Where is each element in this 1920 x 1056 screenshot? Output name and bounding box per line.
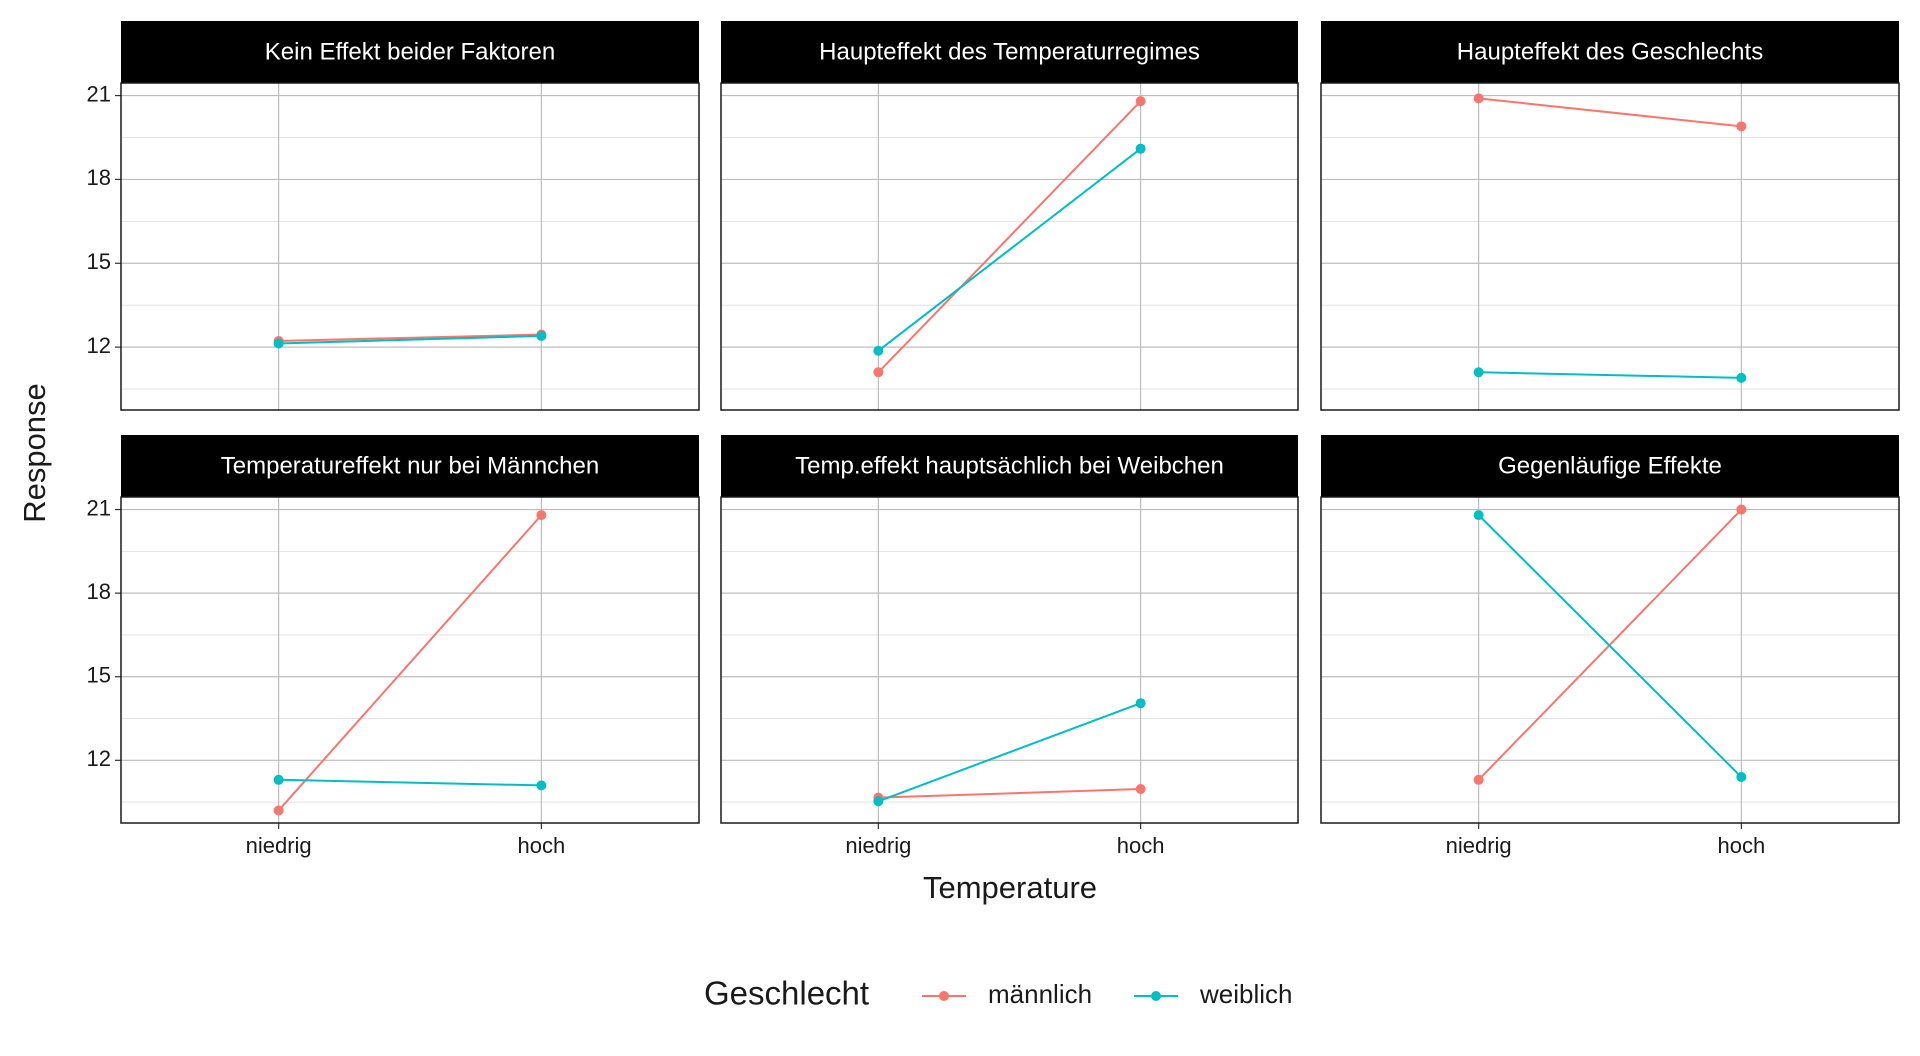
data-point bbox=[1135, 784, 1146, 795]
strip bbox=[1321, 435, 1899, 497]
series-line bbox=[1478, 97, 1742, 128]
x-tick-label: hoch bbox=[518, 833, 566, 858]
data-point bbox=[273, 805, 284, 816]
data-point bbox=[536, 780, 547, 791]
panel-border bbox=[120, 82, 700, 411]
series-line bbox=[878, 702, 1141, 803]
x-tick-label: hoch bbox=[1718, 833, 1766, 858]
legend-title: Geschlecht bbox=[704, 975, 869, 1012]
strip bbox=[721, 21, 1298, 83]
y-tick-label: 15 bbox=[87, 663, 111, 688]
y-tick-label: 18 bbox=[87, 579, 111, 604]
panel-border bbox=[1320, 82, 1900, 411]
data-point bbox=[1473, 93, 1484, 104]
x-tick-label: niedrig bbox=[1446, 833, 1512, 858]
strip bbox=[121, 21, 699, 83]
data-point bbox=[1135, 698, 1146, 709]
series-line bbox=[1478, 371, 1742, 379]
data-point bbox=[1736, 372, 1747, 383]
panel-title: Haupteffekt des Geschlechts bbox=[1457, 38, 1763, 65]
y-axis-title: Response bbox=[17, 383, 52, 523]
legend-label: männlich bbox=[988, 979, 1092, 1009]
series-line bbox=[1477, 514, 1743, 778]
data-point bbox=[536, 330, 547, 341]
x-tick-label: hoch bbox=[1117, 833, 1165, 858]
legend-key-point bbox=[1151, 991, 1161, 1001]
panel-title: Haupteffekt des Temperaturregimes bbox=[819, 38, 1200, 65]
strip bbox=[1321, 21, 1899, 83]
x-tick-label: niedrig bbox=[246, 833, 312, 858]
panel-title: Gegenläufige Effekte bbox=[1498, 452, 1722, 479]
y-tick-label: 18 bbox=[87, 165, 111, 190]
strip bbox=[121, 435, 699, 497]
series-line bbox=[878, 788, 1141, 799]
series-line bbox=[278, 334, 542, 345]
data-point bbox=[273, 774, 284, 785]
panel-border bbox=[120, 496, 700, 824]
y-tick-label: 15 bbox=[87, 249, 111, 274]
data-point bbox=[1736, 121, 1747, 132]
panel-border bbox=[720, 496, 1299, 824]
data-point bbox=[1473, 367, 1484, 378]
data-point bbox=[873, 796, 884, 807]
y-tick-label: 12 bbox=[87, 333, 111, 358]
series-line bbox=[278, 333, 542, 342]
panel-title: Kein Effekt beider Faktoren bbox=[265, 38, 555, 65]
x-axis-title: Temperature bbox=[923, 870, 1097, 905]
data-point bbox=[1135, 143, 1146, 154]
strip bbox=[721, 435, 1298, 497]
data-point bbox=[1736, 772, 1747, 783]
panel-title: Temperatureffekt nur bei Männchen bbox=[221, 452, 599, 479]
data-point bbox=[273, 338, 284, 349]
y-tick-label: 21 bbox=[87, 81, 111, 106]
panel-title: Temp.effekt hauptsächlich bei Weibchen bbox=[795, 452, 1224, 479]
data-point bbox=[873, 345, 884, 356]
data-point bbox=[1473, 774, 1484, 785]
data-point bbox=[873, 367, 884, 378]
data-point bbox=[1736, 504, 1747, 515]
series-line bbox=[277, 514, 543, 812]
legend-label: weiblich bbox=[1199, 979, 1293, 1009]
data-point bbox=[1473, 510, 1484, 521]
data-point bbox=[536, 510, 547, 521]
panel-border bbox=[1320, 496, 1900, 824]
series-line bbox=[877, 147, 1142, 352]
data-point bbox=[1135, 96, 1146, 107]
y-tick-label: 21 bbox=[87, 495, 111, 520]
y-tick-label: 12 bbox=[87, 746, 111, 771]
series-line bbox=[877, 100, 1142, 373]
x-tick-label: niedrig bbox=[845, 833, 911, 858]
series-line bbox=[278, 778, 542, 787]
panel-border bbox=[720, 82, 1299, 411]
legend-key-point bbox=[939, 991, 949, 1001]
